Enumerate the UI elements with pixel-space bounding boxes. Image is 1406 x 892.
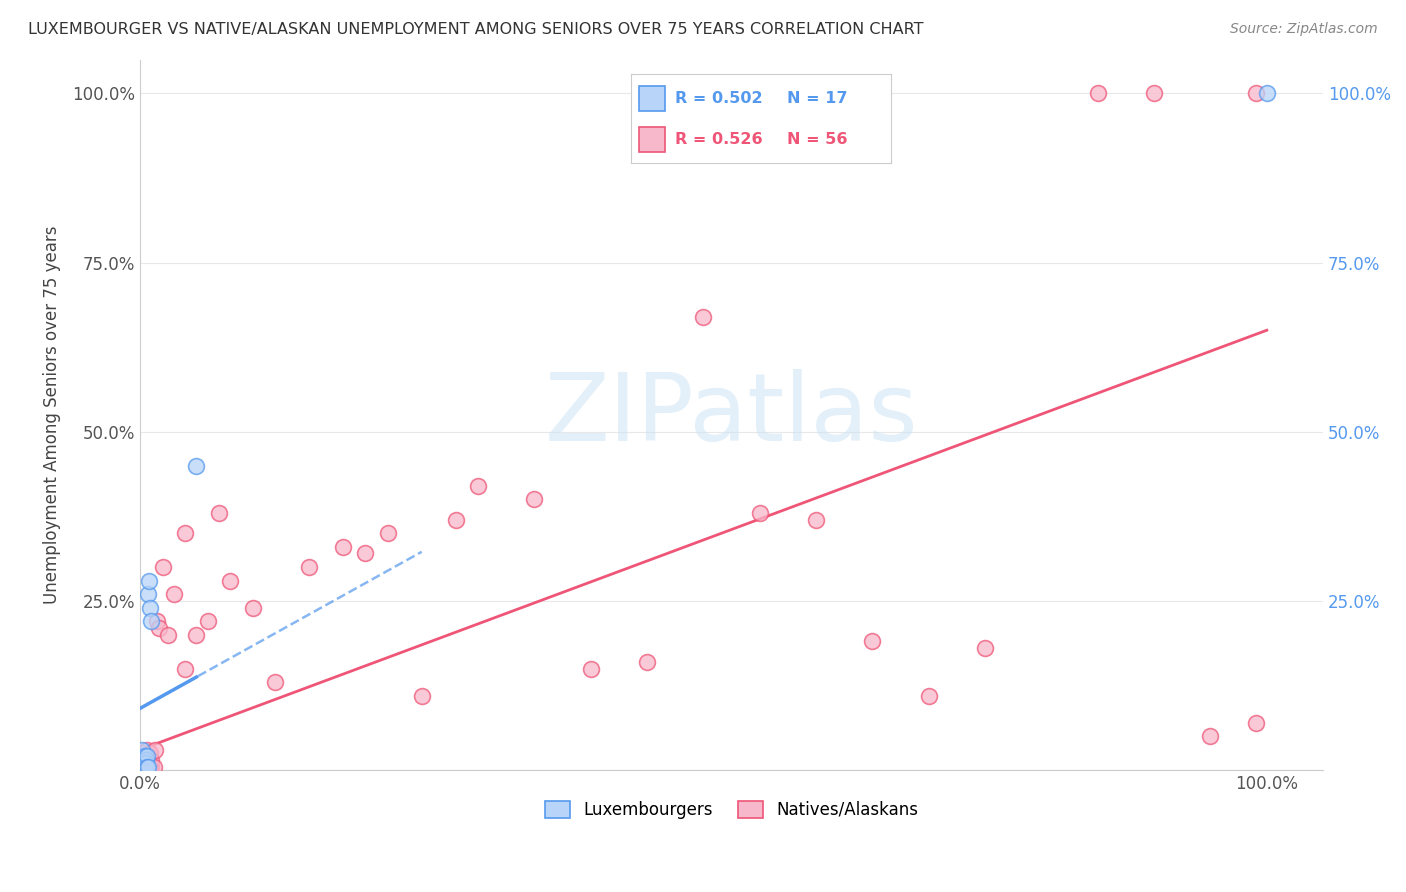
Point	[174, 526, 197, 541]
Point	[918, 689, 941, 703]
Text: Source: ZipAtlas.com: Source: ZipAtlas.com	[1230, 22, 1378, 37]
Point	[148, 621, 170, 635]
Point	[135, 749, 157, 764]
Point	[135, 749, 157, 764]
Point	[139, 746, 162, 760]
Point	[135, 756, 157, 771]
Point	[1244, 87, 1267, 101]
Point	[411, 689, 433, 703]
Point	[136, 759, 159, 773]
Point	[142, 759, 165, 773]
Point	[242, 600, 264, 615]
Point	[135, 759, 157, 773]
Point	[141, 759, 163, 773]
Legend: Luxembourgers, Natives/Alaskans: Luxembourgers, Natives/Alaskans	[538, 794, 925, 826]
Point	[135, 756, 157, 771]
Point	[467, 479, 489, 493]
Point	[134, 759, 156, 773]
Point	[377, 526, 399, 541]
Point	[804, 513, 827, 527]
Point	[444, 513, 467, 527]
Text: ZIPatlas: ZIPatlas	[544, 368, 918, 461]
Point	[974, 641, 997, 656]
Point	[264, 675, 287, 690]
Point	[354, 547, 377, 561]
Point	[138, 759, 160, 773]
Point	[143, 742, 166, 756]
Point	[163, 587, 186, 601]
Point	[692, 310, 714, 324]
Point	[135, 753, 157, 767]
Point	[138, 753, 160, 767]
Point	[1143, 87, 1166, 101]
Point	[136, 756, 159, 771]
Point	[131, 742, 153, 756]
Point	[146, 614, 169, 628]
Point	[141, 753, 163, 767]
Point	[132, 756, 155, 771]
Point	[157, 628, 180, 642]
Point	[141, 614, 163, 628]
Point	[748, 506, 770, 520]
Point	[862, 634, 884, 648]
Point	[1244, 715, 1267, 730]
Point	[579, 661, 602, 675]
Point	[139, 600, 162, 615]
Point	[129, 759, 152, 773]
Point	[131, 746, 153, 760]
Point	[134, 749, 156, 764]
Point	[186, 628, 208, 642]
Point	[134, 753, 156, 767]
Point	[134, 759, 156, 773]
Point	[136, 759, 159, 773]
Point	[139, 759, 162, 773]
Y-axis label: Unemployment Among Seniors over 75 years: Unemployment Among Seniors over 75 years	[44, 226, 60, 604]
Text: LUXEMBOURGER VS NATIVE/ALASKAN UNEMPLOYMENT AMONG SENIORS OVER 75 YEARS CORRELAT: LUXEMBOURGER VS NATIVE/ALASKAN UNEMPLOYM…	[28, 22, 924, 37]
Point	[132, 759, 155, 773]
Point	[129, 749, 152, 764]
Point	[135, 756, 157, 771]
Point	[152, 560, 174, 574]
Point	[132, 759, 155, 773]
Point	[138, 574, 160, 588]
Point	[136, 587, 159, 601]
Point	[135, 742, 157, 756]
Point	[1087, 87, 1109, 101]
Point	[132, 756, 155, 771]
Point	[197, 614, 219, 628]
Point	[208, 506, 231, 520]
Point	[174, 661, 197, 675]
Point	[186, 458, 208, 473]
Point	[129, 753, 152, 767]
Point	[332, 540, 354, 554]
Point	[298, 560, 321, 574]
Point	[1199, 729, 1222, 743]
Point	[636, 655, 658, 669]
Point	[219, 574, 242, 588]
Point	[1256, 87, 1278, 101]
Point	[131, 759, 153, 773]
Point	[523, 492, 546, 507]
